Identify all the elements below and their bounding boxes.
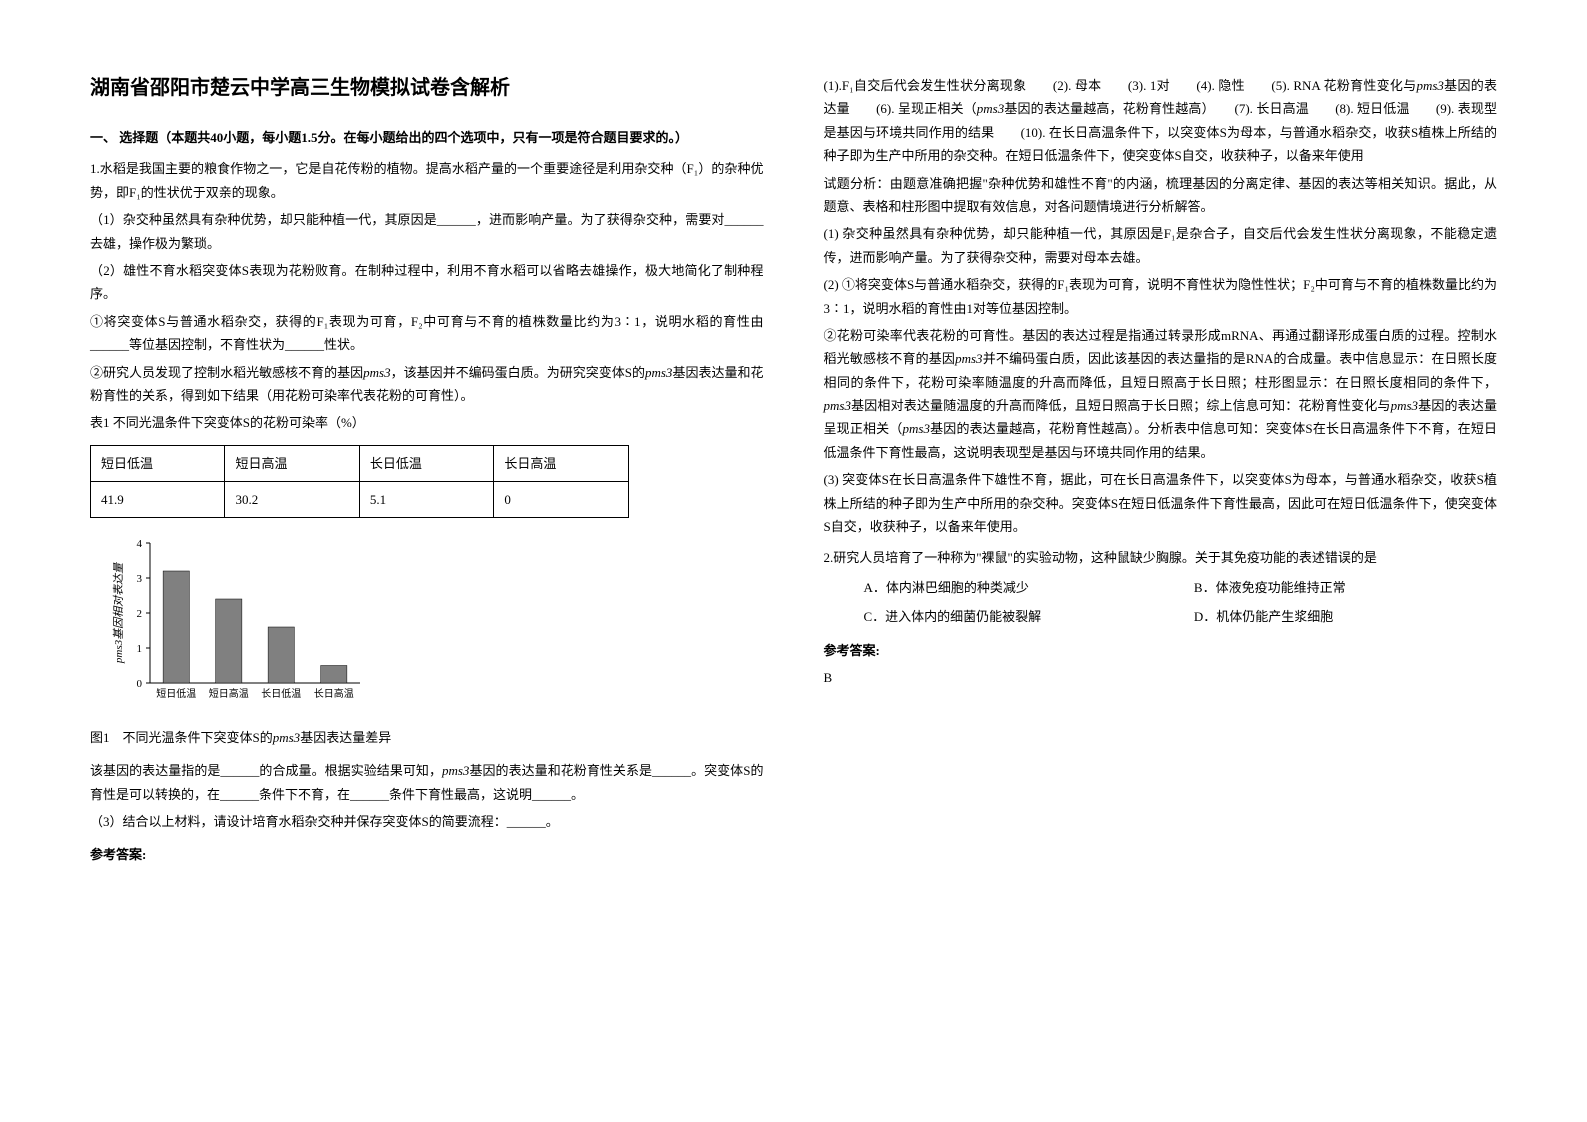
svg-text:1: 1	[137, 643, 143, 655]
q1-p2: （2）雄性不育水稻突变体S表现为花粉败育。在制种过程中，利用不育水稻可以省略去雄…	[90, 259, 764, 306]
th: 短日高温	[225, 445, 359, 481]
svg-text:短日低温: 短日低温	[156, 687, 196, 700]
td: 5.1	[359, 482, 493, 518]
chart-svg: 0 1 2 3 4 pms3基因相对表达量短日低温短日高温长日低温长日高温	[110, 533, 370, 713]
table-row: 41.9 30.2 5.1 0	[91, 482, 629, 518]
gene-pms3: pms3	[1416, 78, 1443, 93]
svg-text:长日高温: 长日高温	[314, 687, 354, 700]
gene-pms3: pms3	[442, 763, 469, 778]
answer-label: 参考答案:	[90, 843, 764, 866]
option-d: D．机体仍能产生浆细胞	[1194, 605, 1497, 628]
gene-pms3: pms3	[977, 101, 1004, 116]
gene-pms3: pms3	[1391, 398, 1418, 413]
td: 30.2	[225, 482, 359, 518]
q2-answer: B	[824, 666, 1498, 689]
a3c: 基因相对表达量随温度的升高而降低，且短日照高于长日照；综上信息可知：花粉育性变化…	[851, 398, 1391, 413]
svg-text:3: 3	[137, 573, 143, 585]
svg-text:长日低温: 长日低温	[261, 687, 301, 700]
option-row: A．体内淋巴细胞的种类减少 B．体液免疫功能维持正常	[824, 576, 1498, 599]
option-row: C．进入体内的细菌仍能被裂解 D．机体仍能产生浆细胞	[824, 605, 1498, 628]
table-caption: 表1 不同光温条件下突变体S的花粉可染率（%）	[90, 411, 764, 434]
data-table: 短日低温 短日高温 长日低温 长日高温 41.9 30.2 5.1 0	[90, 445, 629, 519]
analysis-4: (3) 突变体S在长日高温条件下雄性不育，据此，可在长日高温条件下，以突变体S为…	[824, 468, 1498, 538]
svg-text:4: 4	[137, 538, 143, 550]
gene-pms3: pms3	[955, 351, 982, 366]
table-header-row: 短日低温 短日高温 长日低温 长日高温	[91, 445, 629, 481]
q1-p4: ②研究人员发现了控制水稻光敏感核不育的基因pms3，该基因并不编码蛋白质。为研究…	[90, 361, 764, 408]
section-heading: 一、 选择题（本题共40小题，每小题1.5分。在每小题给出的四个选项中，只有一项…	[90, 126, 764, 149]
left-column: 湖南省邵阳市楚云中学高三生物模拟试卷含解析 一、 选择题（本题共40小题，每小题…	[60, 70, 794, 1082]
q1-p5a: 该基因的表达量指的是______的合成量。根据实验结果可知，	[90, 763, 442, 778]
q1-p6: （3）结合以上材料，请设计培育水稻杂交种并保存突变体S的简要流程：______。	[90, 810, 764, 833]
q1-p4a: ②研究人员发现了控制水稻光敏感核不育的基因	[90, 365, 363, 380]
svg-text:pms3基因相对表达量: pms3基因相对表达量	[112, 562, 125, 664]
svg-text:短日高温: 短日高温	[209, 687, 249, 700]
th: 短日低温	[91, 445, 225, 481]
gene-pms3: pms3	[363, 365, 390, 380]
analysis-3: ②花粉可染率代表花粉的可育性。基因的表达过程是指通过转录形成mRNA、再通过翻译…	[824, 324, 1498, 464]
td: 41.9	[91, 482, 225, 518]
page-title: 湖南省邵阳市楚云中学高三生物模拟试卷含解析	[90, 70, 764, 106]
th: 长日高温	[494, 445, 628, 481]
q2-stem: 2.研究人员培育了一种称为"裸鼠"的实验动物，这种鼠缺少胸腺。关于其免疫功能的表…	[824, 546, 1498, 569]
q1-intro: 1.水稻是我国主要的粮食作物之一，它是自花传粉的植物。提高水稻产量的一个重要途径…	[90, 157, 764, 204]
q1-p5: 该基因的表达量指的是______的合成量。根据实验结果可知，pms3基因的表达量…	[90, 759, 764, 806]
figure-caption: 图1 不同光温条件下突变体S的pms3基因表达量差异	[90, 726, 764, 749]
option-b: B．体液免疫功能维持正常	[1194, 576, 1497, 599]
analysis-2: (2) ①将突变体S与普通水稻杂交，获得的F₁表现为可育，说明不育性状为隐性性状…	[824, 273, 1498, 320]
analysis-1: (1) 杂交种虽然具有杂种优势，却只能种植一代，其原因是F₁是杂合子，自交后代会…	[824, 222, 1498, 269]
svg-text:2: 2	[137, 608, 143, 620]
gene-pms3: pms3	[824, 398, 851, 413]
bar-chart: 0 1 2 3 4 pms3基因相对表达量短日低温短日高温长日低温长日高温	[110, 533, 764, 720]
ans1a: (1).F₁自交后代会发生性状分离现象 (2). 母本 (3). 1对 (4).…	[824, 78, 1417, 93]
option-a: A．体内淋巴细胞的种类减少	[824, 576, 1194, 599]
gene-pms3: pms3	[903, 421, 930, 436]
q1-p4b: ，该基因并不编码蛋白质。为研究突变体S的	[391, 365, 645, 380]
gene-pms3: pms3	[645, 365, 672, 380]
analysis-intro: 试题分析：由题意准确把握"杂种优势和雄性不育"的内涵，梳理基因的分离定律、基因的…	[824, 172, 1498, 219]
fig-cap-b: 基因表达量差异	[300, 730, 391, 745]
answer-label: 参考答案:	[824, 639, 1498, 662]
option-c: C．进入体内的细菌仍能被裂解	[824, 605, 1194, 628]
th: 长日低温	[359, 445, 493, 481]
right-column: (1).F₁自交后代会发生性状分离现象 (2). 母本 (3). 1对 (4).…	[794, 70, 1528, 1082]
svg-text:0: 0	[137, 678, 143, 690]
td: 0	[494, 482, 628, 518]
q1-p1: （1）杂交种虽然具有杂种优势，却只能种植一代，其原因是______，进而影响产量…	[90, 208, 764, 255]
gene-pms3: pms3	[273, 730, 300, 745]
answers-line: (1).F₁自交后代会发生性状分离现象 (2). 母本 (3). 1对 (4).…	[824, 74, 1498, 168]
fig-cap-a: 图1 不同光温条件下突变体S的	[90, 730, 273, 745]
q1-p3: ①将突变体S与普通水稻杂交，获得的F₁表现为可育，F₂中可育与不育的植株数量比约…	[90, 310, 764, 357]
